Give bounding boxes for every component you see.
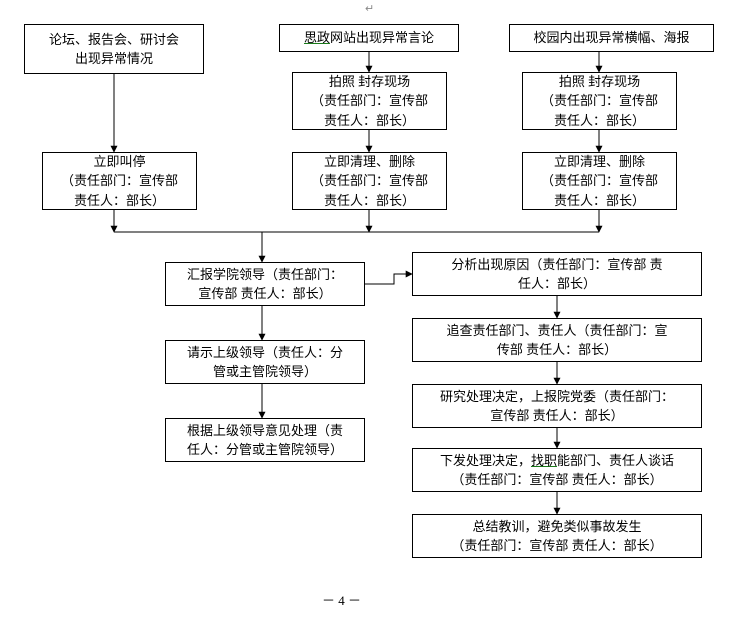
flow-node-text: 宣传部 责任人：部长） [198, 284, 331, 304]
flow-node-b2: 拍照 封存现场（责任部门：宣传部责任人：部长） [292, 72, 447, 130]
flow-node-text: （责任部门：宣传部 [311, 171, 428, 191]
flow-node-text: 宣传部 责任人：部长） [490, 406, 623, 426]
flow-node-text: （责任部门：宣传部 责任人：部长） [451, 470, 662, 490]
flow-node-l3: 根据上级领导意见处理（责任人：分管或主管院领导） [165, 418, 365, 462]
flow-node-text: （责任部门：宣传部 [61, 171, 178, 191]
flow-node-text: 论坛、报告会、研讨会 [49, 30, 179, 50]
flow-node-l1: 汇报学院领导（责任部门：宣传部 责任人：部长） [165, 262, 365, 306]
flow-node-text: 责任人：部长） [554, 191, 645, 211]
flow-node-text: 责任人：部长） [324, 191, 415, 211]
flow-node-l2: 请示上级领导（责任人：分管或主管院领导） [165, 340, 365, 384]
flow-node-text: 立即叫停 [93, 152, 145, 172]
page-footer: － 4 － [322, 590, 361, 609]
flow-node-r1: 分析出现原因（责任部门：宣传部 责任人：部长） [412, 252, 702, 296]
flow-node-text: 出现异常情况 [75, 49, 153, 69]
flow-node-text: 责任人：部长） [74, 191, 165, 211]
flow-node-text: 研究处理决定，上报院党委（责任部门： [440, 387, 674, 407]
flow-node-text: 责任人：部长） [554, 111, 645, 131]
flow-node-r4: 下发处理决定，找职能部门、责任人谈话（责任部门：宣传部 责任人：部长） [412, 448, 702, 492]
flow-node-text: 分析出现原因（责任部门：宣传部 责 [451, 255, 662, 275]
flow-node-b1: 思政网站出现异常言论 [279, 24, 459, 52]
flow-node-text: （责任部门：宣传部 [541, 171, 658, 191]
flow-node-text: 任人：分管或主管院领导） [187, 440, 343, 460]
flow-node-text: 追查责任部门、责任人（责任部门：宣 [446, 321, 667, 341]
flow-node-text: 责任人：部长） [324, 111, 415, 131]
flow-node-text: （责任部门：宣传部 责任人：部长） [451, 536, 662, 556]
flow-node-r2: 追查责任部门、责任人（责任部门：宣传部 责任人：部长） [412, 318, 702, 362]
flow-node-text: 汇报学院领导（责任部门： [187, 265, 343, 285]
flow-node-text: 总结教训，避免类似事故发生 [472, 517, 641, 537]
flow-node-r3: 研究处理决定，上报院党委（责任部门：宣传部 责任人：部长） [412, 384, 702, 428]
flow-node-c1: 校园内出现异常横幅、海报 [509, 24, 714, 52]
flow-node-a1: 论坛、报告会、研讨会出现异常情况 [24, 24, 204, 74]
flow-node-b3: 立即清理、删除（责任部门：宣传部责任人：部长） [292, 152, 447, 210]
flow-node-text: 根据上级领导意见处理（责 [187, 421, 343, 441]
flow-node-text: （责任部门：宣传部 [541, 91, 658, 111]
flow-node-c2: 拍照 封存现场（责任部门：宣传部责任人：部长） [522, 72, 677, 130]
flow-node-text: 下发处理决定，找职能部门、责任人谈话 [440, 451, 674, 471]
flow-node-text: 管或主管院领导） [213, 362, 317, 382]
top-marker: ↵ [365, 2, 374, 15]
flow-node-text: 思政网站出现异常言论 [304, 28, 434, 48]
flow-node-text: 请示上级领导（责任人：分 [187, 343, 343, 363]
flow-node-a3: 立即叫停（责任部门：宣传部责任人：部长） [42, 152, 197, 210]
flow-node-text: （责任部门：宣传部 [311, 91, 428, 111]
flow-node-text: 立即清理、删除 [324, 152, 415, 172]
flow-edge [365, 274, 412, 284]
flow-node-text: 传部 责任人：部长） [497, 340, 617, 360]
flow-node-text: 立即清理、删除 [554, 152, 645, 172]
flow-node-r5: 总结教训，避免类似事故发生（责任部门：宣传部 责任人：部长） [412, 514, 702, 558]
flow-node-text: 拍照 封存现场 [559, 72, 640, 92]
flow-node-text: 任人：部长） [518, 274, 596, 294]
flow-node-c3: 立即清理、删除（责任部门：宣传部责任人：部长） [522, 152, 677, 210]
flow-node-text: 校园内出现异常横幅、海报 [533, 28, 689, 48]
flow-node-text: 拍照 封存现场 [329, 72, 410, 92]
